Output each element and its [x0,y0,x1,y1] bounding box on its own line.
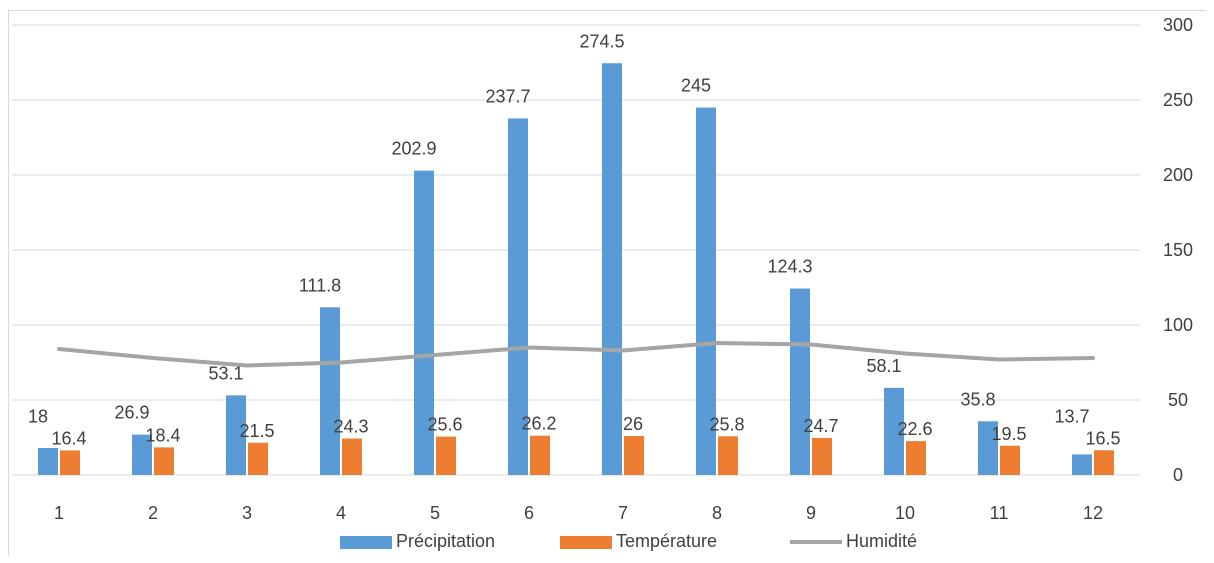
precipitation-bar [884,387,904,475]
temperature-data-label: 21.5 [239,421,274,441]
humidity-line [57,341,1095,368]
precipitation-data-label: 26.9 [114,403,149,423]
precipitation-data-label: 18 [28,406,48,426]
y-tick-label: 50 [1168,390,1188,410]
temperature-data-label: 26 [623,414,643,434]
y-tick-label: 250 [1163,90,1193,110]
temperature-bar [342,438,362,475]
temperature-data-label: 16.5 [1085,428,1120,448]
temperature-data-label: 19.5 [991,424,1026,444]
y-tick-label: 200 [1163,165,1193,185]
precipitation-bar [790,288,810,475]
legend-label: Température [616,531,717,551]
temperature-bar [1094,450,1114,475]
x-tick-label: 1 [54,503,64,523]
y-tick-label: 100 [1163,315,1193,335]
temperature-data-label: 18.4 [145,425,180,445]
precipitation-bar [1072,454,1092,475]
y-tick-label: 300 [1163,15,1193,35]
precipitation-data-label: 53.1 [208,363,243,383]
temperature-bar [1000,445,1020,475]
temperature-bar [812,437,832,475]
precipitation-bar [226,395,246,475]
precipitation-data-label: 237.7 [485,86,530,106]
x-tick-label: 2 [148,503,158,523]
temperature-bar [906,441,926,475]
y-tick-label: 150 [1163,240,1193,260]
legend-swatch [340,536,392,549]
x-tick-label: 6 [524,503,534,523]
legend-swatch [560,536,612,549]
temperature-data-label: 22.6 [897,419,932,439]
legend-label: Humidité [846,531,917,551]
temperature-bar [248,442,268,475]
x-tick-label: 12 [1083,503,1103,523]
x-tick-label: 3 [242,503,252,523]
y-tick-label: 0 [1173,465,1183,485]
temperature-data-label: 25.6 [427,415,462,435]
x-tick-label: 11 [990,503,1009,523]
precipitation-data-label: 245 [681,76,711,96]
temperature-data-label: 26.2 [521,414,556,434]
temperature-data-label: 16.4 [51,428,86,448]
precipitation-data-label: 111.8 [299,275,341,295]
precipitation-bar [508,118,528,475]
x-tick-label: 7 [618,503,628,523]
precipitation-bar [38,448,58,475]
chart-frame [8,10,1206,555]
x-tick-label: 9 [806,503,816,523]
temperature-bar [624,436,644,475]
precipitation-bar [978,421,998,475]
precipitation-bar [132,434,152,475]
x-tick-label: 4 [336,503,346,523]
temperature-bar [436,436,456,475]
precipitation-data-label: 58.1 [866,356,901,376]
precipitation-bar [696,107,716,475]
legend-label: Précipitation [396,531,495,551]
temperature-data-label: 24.7 [803,416,838,436]
temperature-bar [718,436,738,475]
temperature-bar [60,450,80,475]
precipitation-data-label: 13.7 [1054,406,1089,426]
precipitation-data-label: 124.3 [767,257,812,277]
precipitation-bar [602,63,622,475]
x-tick-label: 5 [430,503,440,523]
precipitation-data-label: 35.8 [960,389,995,409]
precipitation-data-label: 274.5 [579,31,624,51]
x-tick-label: 8 [712,503,722,523]
temperature-bar [154,447,174,475]
temperature-data-label: 24.3 [333,417,368,437]
precipitation-data-label: 202.9 [391,139,436,159]
temperature-bar [530,435,550,475]
temperature-data-label: 25.8 [709,414,744,434]
precipitation-bar [414,170,434,475]
precipitation-bar [320,307,340,475]
x-tick-label: 10 [895,503,915,523]
